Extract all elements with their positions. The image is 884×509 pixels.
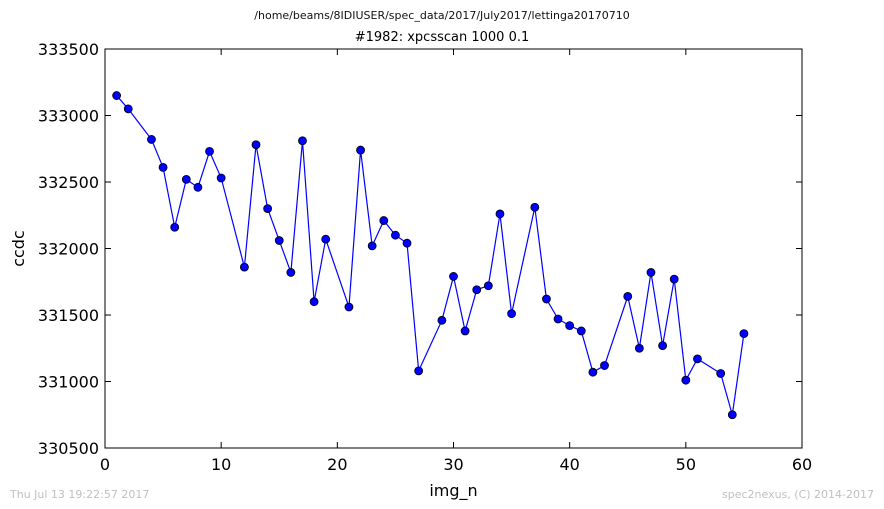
- data-point: [379, 216, 389, 225]
- plot-frame: [104, 48, 803, 449]
- series-layer: [112, 91, 749, 420]
- data-point: [437, 315, 447, 325]
- data-point: [298, 136, 307, 146]
- data-point: [158, 162, 168, 172]
- data-point: [716, 369, 726, 378]
- data-point: [449, 272, 458, 281]
- data-point: [483, 281, 493, 291]
- x-axis: 0 10 20 30 40 50 60: [100, 49, 812, 474]
- data-point: [309, 297, 319, 307]
- x-tick-label: 40: [559, 455, 579, 474]
- data-point: [286, 268, 296, 277]
- data-point: [414, 366, 424, 376]
- data-point: [472, 285, 482, 295]
- data-point: [669, 274, 679, 284]
- data-point: [507, 309, 516, 319]
- data-point: [727, 410, 737, 420]
- data-point: [391, 230, 400, 240]
- y-tick-label: 330500: [38, 439, 99, 458]
- data-point: [123, 104, 133, 114]
- data-point: [542, 294, 551, 304]
- data-point: [274, 236, 284, 245]
- data-point: [239, 262, 249, 272]
- y-tick-label: 331000: [38, 373, 99, 392]
- x-tick-label: 50: [676, 455, 696, 474]
- series-line: [116, 95, 745, 415]
- y-tick-label: 332500: [38, 173, 99, 192]
- data-point: [565, 321, 575, 331]
- data-point: [623, 291, 633, 301]
- data-point: [263, 204, 273, 214]
- x-tick-label: 0: [100, 455, 110, 474]
- data-point: [739, 329, 749, 339]
- x-tick-label: 10: [211, 455, 231, 474]
- data-point: [588, 367, 598, 377]
- data-point: [553, 314, 563, 324]
- data-point: [681, 375, 691, 385]
- chart-title: #1982: xpcsscan 1000 0.1: [354, 30, 530, 45]
- data-point: [181, 174, 191, 184]
- x-tick-label: 30: [443, 455, 463, 474]
- y-tick-label: 333000: [38, 107, 99, 126]
- data-point: [658, 341, 667, 350]
- data-point: [367, 241, 377, 251]
- data-point: [646, 268, 656, 277]
- data-point: [112, 91, 122, 100]
- y-tick-label: 332000: [38, 240, 99, 259]
- y-tick-label: 333500: [38, 40, 99, 59]
- timestamp: Thu Jul 13 19:22:57 2017: [10, 488, 150, 501]
- data-point: [600, 361, 609, 370]
- data-point: [344, 302, 354, 312]
- data-point: [193, 182, 203, 192]
- credit-text: spec2nexus, (C) 2014-2017: [722, 488, 874, 501]
- data-point: [634, 343, 644, 353]
- data-point: [205, 147, 214, 156]
- data-point: [495, 209, 505, 219]
- y-axis: 330500 331000 331500 332000 332500 333000 3335…: [38, 40, 802, 458]
- data-point: [530, 202, 540, 212]
- data-point: [147, 135, 156, 144]
- data-point: [402, 238, 412, 248]
- y-axis-label: ccdc: [9, 230, 28, 267]
- data-point: [216, 173, 226, 183]
- data-point: [576, 326, 586, 336]
- data-point: [693, 354, 702, 364]
- y-tick-label: 331500: [38, 306, 99, 325]
- data-point: [460, 326, 470, 336]
- x-tick-label: 60: [792, 455, 812, 474]
- data-point: [321, 234, 331, 244]
- file-path-header: /home/beams/8IDIUSER/spec_data/2017/July…: [254, 9, 630, 22]
- x-tick-label: 20: [327, 455, 347, 474]
- data-point: [170, 222, 180, 232]
- data-point: [251, 140, 261, 150]
- data-point: [356, 145, 365, 155]
- x-axis-label: img_n: [429, 481, 477, 501]
